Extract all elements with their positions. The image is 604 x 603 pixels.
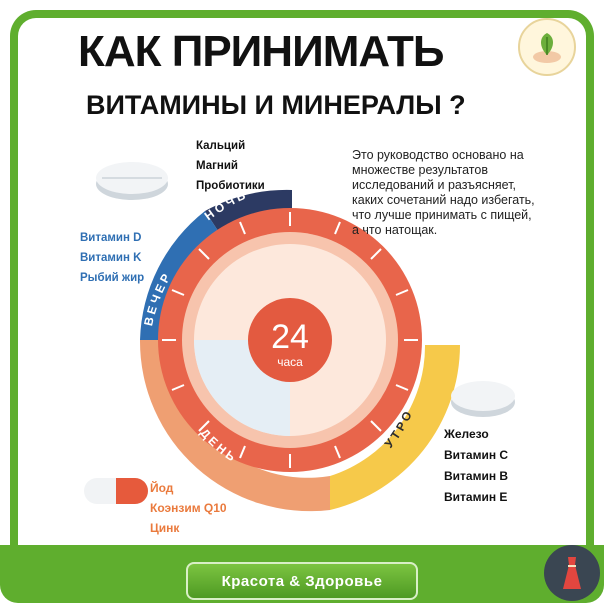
list-item: Витамин B xyxy=(444,469,509,483)
day-list: Йод Коэнзим Q10 Цинк xyxy=(150,478,227,538)
list-item: Железо xyxy=(444,427,489,441)
clock-number: 24 xyxy=(271,318,309,356)
list-item: Рыбий жир xyxy=(80,272,145,284)
dress-icon[interactable] xyxy=(544,545,600,601)
leaf-hand-logo-icon xyxy=(518,18,576,76)
clock-unit: часа xyxy=(277,355,303,369)
footer-label[interactable]: Красота & Здоровье xyxy=(186,562,418,600)
list-item: Витамин E xyxy=(444,490,508,504)
day-segment xyxy=(139,340,330,512)
tablet-top-left-icon xyxy=(96,162,168,200)
dial-ticks xyxy=(162,212,418,468)
list-item: Пробиотики xyxy=(196,180,265,192)
tablet-right-icon xyxy=(451,381,515,417)
title-line-2: ВИТАМИНЫ И МИНЕРАЛЫ ? xyxy=(86,90,466,120)
list-item: Витамин K xyxy=(80,252,142,264)
clock-center xyxy=(248,298,332,382)
description-text: Это руководство основано на множестве ре… xyxy=(352,148,535,237)
capsule-icon xyxy=(84,478,148,504)
evening-list: Витамин D Витамин K Рыбий жир xyxy=(80,228,144,288)
title-line-1: КАК ПРИНИМАТЬ xyxy=(78,27,444,76)
list-item: Магний xyxy=(196,160,238,172)
night-list: Кальций Магний Пробиотики xyxy=(196,136,265,196)
morning-segment xyxy=(330,345,460,510)
list-item: Кальций xyxy=(196,140,246,152)
list-item: Коэнзим Q10 xyxy=(150,501,227,515)
list-item: Витамин D xyxy=(80,232,142,244)
list-item: Йод xyxy=(150,481,174,495)
list-item: Витамин C xyxy=(444,448,509,462)
list-item: Цинк xyxy=(150,521,180,535)
morning-list: Железо Витамин C Витамин B Витамин E xyxy=(444,424,508,508)
